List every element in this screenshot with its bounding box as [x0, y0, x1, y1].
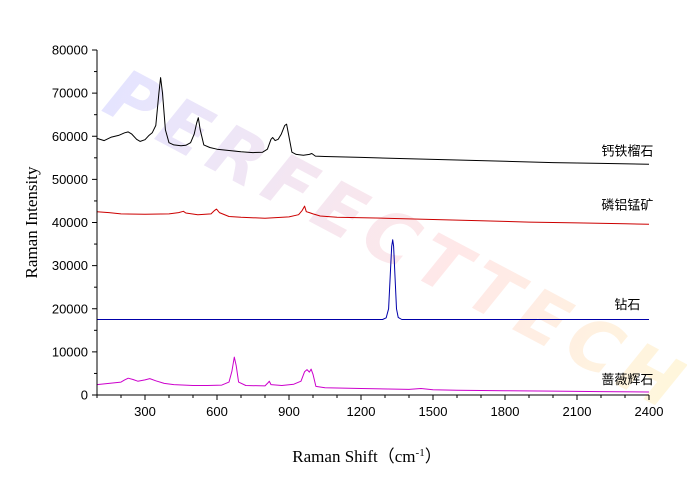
x-tick-label: 1500: [419, 404, 448, 419]
watermark: PERFECTTECH: [92, 53, 687, 426]
y-tick-label: 0: [81, 388, 88, 403]
x-axis-title: Raman Shift（cm-1）: [292, 447, 441, 466]
series-layer: [96, 77, 650, 393]
series-label-4: 蔷薇辉石: [601, 373, 653, 388]
y-axis-title: Raman Intensity: [22, 166, 41, 278]
x-axis-title-main: Raman Shift（cm: [292, 447, 415, 466]
series-line-3: [97, 239, 649, 320]
x-axis-title-sup: -1: [416, 447, 425, 459]
x-tick-label: 2100: [563, 404, 592, 419]
x-tick-label: 1200: [347, 404, 376, 419]
y-tick-label: 20000: [52, 301, 88, 316]
x-tick-label: 600: [206, 404, 228, 419]
series-label-1: 钙铁榴石: [601, 145, 653, 160]
y-tick-label: 70000: [52, 86, 88, 101]
y-tick-label: 30000: [52, 258, 88, 273]
series-line-4: [96, 356, 650, 393]
x-axis-title-end: ）: [425, 447, 442, 466]
watermark-text: PERFECTTECH: [92, 53, 687, 426]
y-tick-label: 60000: [52, 129, 88, 144]
series-label-2: 磷铝锰矿: [601, 199, 653, 214]
y-tick-label: 40000: [52, 215, 88, 230]
x-tick-label: 1800: [491, 404, 520, 419]
axis-ticks: 300 600 900 1200 1500 1800 2100 2400 0 10000 20000…: [52, 43, 664, 420]
series-line-1: [96, 77, 650, 165]
x-tick-label: 900: [278, 404, 300, 419]
series-label-3: 钻石: [614, 298, 640, 313]
y-tick-label: 80000: [52, 43, 88, 58]
y-tick-label: 10000: [52, 344, 88, 359]
x-tick-label: 2400: [635, 404, 664, 419]
x-tick-label: 300: [134, 404, 156, 419]
series-line-2: [96, 205, 650, 225]
y-tick-label: 50000: [52, 172, 88, 187]
